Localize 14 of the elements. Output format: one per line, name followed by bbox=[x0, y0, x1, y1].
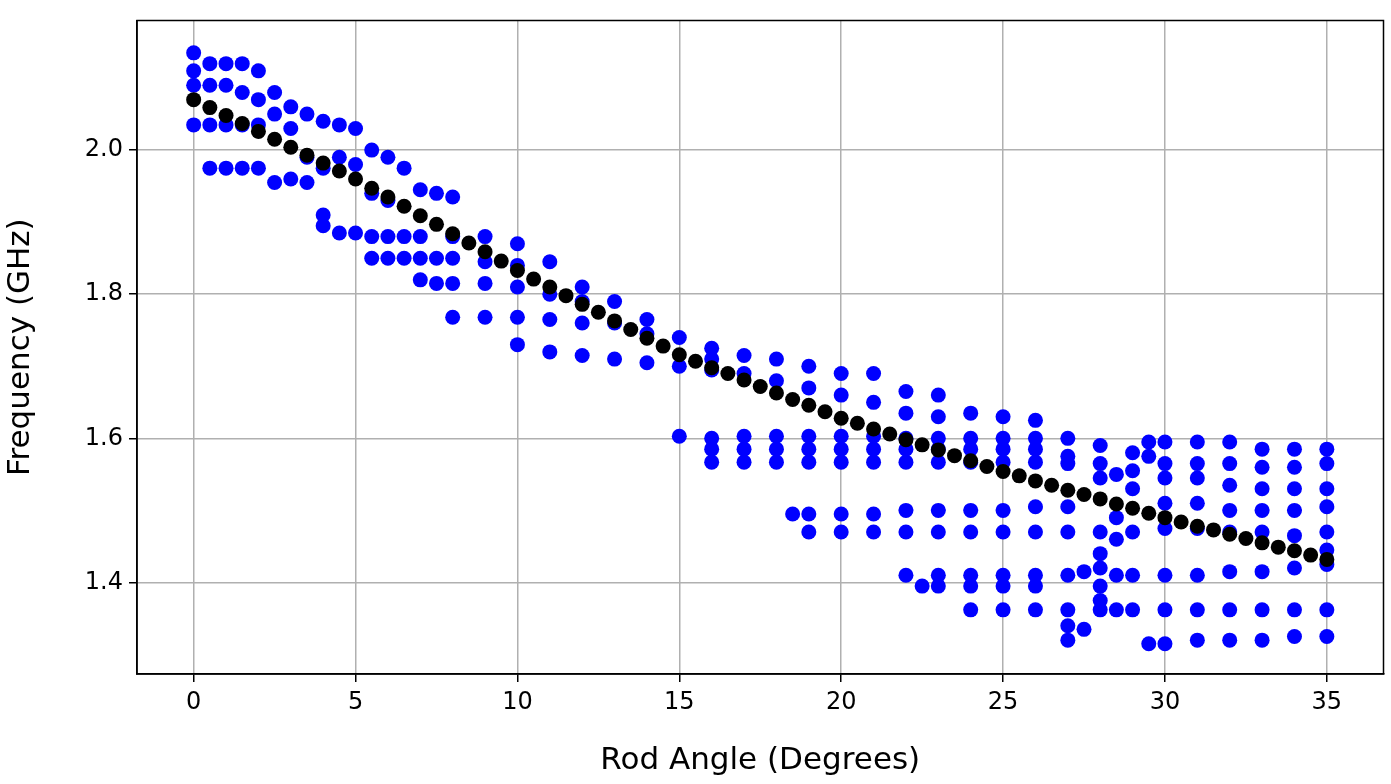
y-tick-label: 1.4 bbox=[84, 566, 123, 595]
y-tick-label: 1.8 bbox=[84, 278, 123, 307]
y-tick-label: 2.0 bbox=[84, 134, 123, 163]
y-axis-title: Frequency (GHz) bbox=[0, 218, 36, 477]
x-axis-title: Rod Angle (Degrees) bbox=[600, 740, 921, 777]
x-tick-label: 20 bbox=[825, 686, 857, 715]
x-tick-label: 0 bbox=[186, 686, 202, 715]
x-tick-label: 10 bbox=[502, 686, 533, 715]
x-tick-label: 5 bbox=[347, 686, 364, 715]
y-tick-label: 1.6 bbox=[84, 422, 123, 451]
x-tick-label: 25 bbox=[987, 686, 1019, 715]
x-tick-label: 35 bbox=[1311, 686, 1343, 715]
x-tick-label: 15 bbox=[664, 686, 695, 715]
x-tick-label: 30 bbox=[1149, 686, 1181, 715]
